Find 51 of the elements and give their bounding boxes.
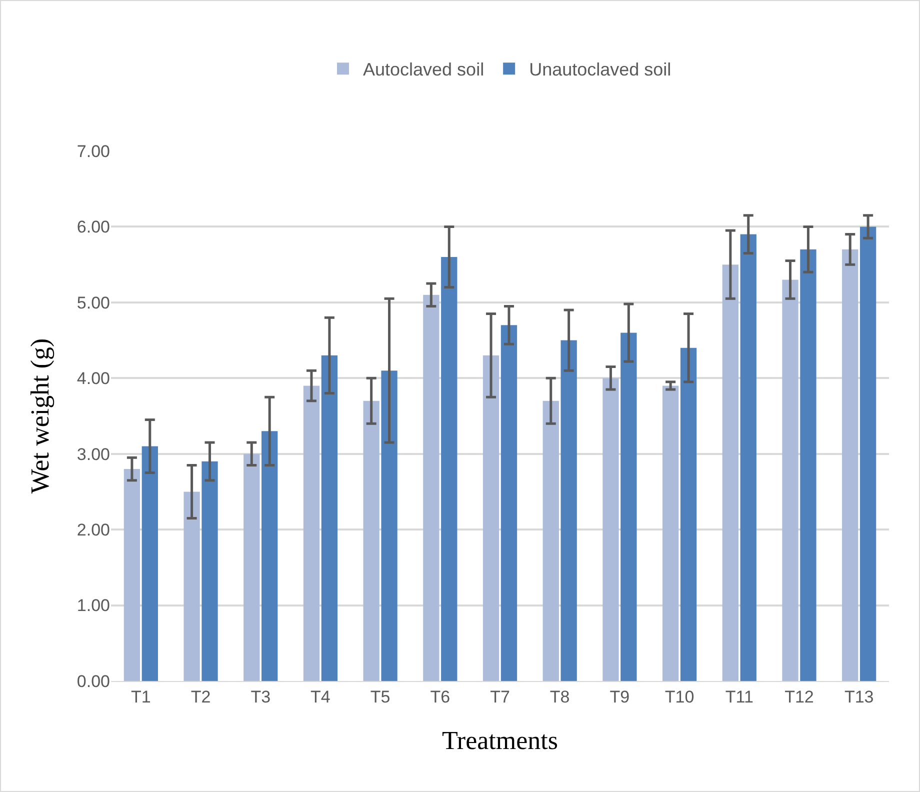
x-tick-label: T5 [370,687,390,706]
bar [363,400,380,681]
bar [142,446,158,681]
x-tick-label: T10 [664,687,694,706]
x-tick-label: T1 [131,687,151,706]
y-tick-label: 0.00 [76,672,110,691]
bar [842,249,858,681]
bar [262,431,278,681]
x-tick-label: T7 [490,687,510,706]
bar [441,257,458,681]
bar [860,226,876,681]
y-tick-label: 6.00 [76,218,110,237]
x-tick-label: T3 [250,687,271,706]
x-tick-label: T11 [725,687,754,706]
bar [202,461,218,681]
x-tick-label: T8 [550,687,570,706]
bar [782,280,798,681]
bar [542,400,559,681]
bar [381,370,398,681]
y-tick-label: 5.00 [76,293,110,312]
bar [722,264,738,681]
bar [482,355,500,681]
bar [184,492,200,681]
x-tick-label: T12 [784,687,814,706]
bar [321,355,338,681]
x-tick-label: T9 [610,687,630,706]
bar [244,454,260,681]
bar [423,294,440,681]
y-tick-label: 7.00 [76,142,110,161]
x-tick-label: T13 [844,687,874,706]
y-tick-label: 1.00 [76,596,110,616]
bar [662,386,679,681]
x-tick-label: T4 [310,687,330,706]
bar [620,332,637,681]
x-tick-label: T2 [190,687,211,706]
bar [124,469,140,681]
y-axis-title: Wet weight (g) [25,338,54,494]
bar [740,234,756,681]
bar [680,348,697,681]
bar [800,249,816,681]
y-tick-label: 4.00 [76,369,110,388]
bar [500,325,518,681]
x-axis-title: Treatments [442,726,558,756]
bar [303,386,320,681]
x-tick-label: T6 [430,687,450,706]
bar [560,340,577,681]
y-tick-label: 2.00 [76,520,110,540]
legend-label: Autoclaved soil [363,60,484,80]
y-tick-label: 3.00 [76,444,110,464]
legend-label: Unautoclaved soil [529,60,672,80]
bar [602,378,619,681]
